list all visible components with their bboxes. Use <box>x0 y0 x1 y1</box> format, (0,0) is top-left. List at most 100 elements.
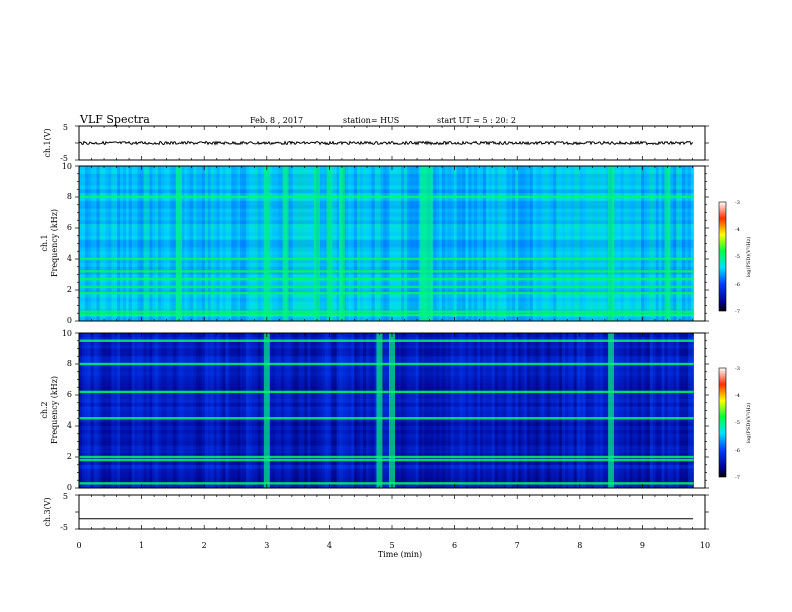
ch1-spectrogram-streak <box>506 166 510 321</box>
ch1-spectrogram-streak <box>219 166 223 321</box>
ch1-spectrogram-streak <box>392 166 396 321</box>
ch2-spectrogram-streak <box>172 333 176 488</box>
ch2-spectrogram-streak <box>327 333 332 488</box>
ch3-waveform-bg <box>79 495 705 529</box>
ch2-spectrogram-streak <box>310 333 314 488</box>
ch1-spectrogram-texture-band <box>79 224 694 229</box>
ch1-spectrogram-streak <box>556 166 560 321</box>
ch1-spectrogram-streak <box>81 166 86 321</box>
ch2-spectrogram-texture-band <box>79 437 694 442</box>
ch1-spectrogram-streak <box>491 166 495 321</box>
ch1-spectrogram-streak <box>105 166 109 321</box>
ch1-spectrogram-streak <box>588 166 592 321</box>
ch1-spectrogram-streak <box>204 166 209 321</box>
ch1-spectrogram-streak <box>292 166 296 321</box>
ch2-spectrogram-streak <box>567 333 572 488</box>
ch2-spectrogram-streak <box>667 333 671 488</box>
ch1-spectrogram-texture-band <box>79 208 694 213</box>
ch2-spectrogram-texture-band <box>79 340 694 345</box>
ch1-spectrogram-streak <box>433 166 437 321</box>
ch2-spectrogram-streak <box>295 333 299 488</box>
ch1-spectrogram-streak <box>547 166 551 321</box>
ch1-spectrogram-streak <box>222 166 226 321</box>
ch2-spectrogram-streak <box>562 333 566 488</box>
ch2-spectrogram-streak <box>339 333 343 488</box>
ch2-spectrogram-texture-band <box>79 445 694 450</box>
ch1-spectrogram-band <box>79 313 694 316</box>
ch1-spectrogram-streak <box>383 166 387 321</box>
ch2-spectrogram-streak <box>687 333 692 488</box>
ch2-spectrogram-streak <box>482 333 487 488</box>
ch2-spectrogram-streak <box>620 333 624 488</box>
ch2-spectrogram-streak <box>117 333 121 488</box>
ch1-spectrogram-streak <box>190 166 194 321</box>
ch1-spectrogram-streak <box>251 166 255 321</box>
ch1-spectrogram-texture-band <box>79 235 694 240</box>
ch2-spectrogram-streak <box>433 333 437 488</box>
ch2-spectrogram-streak <box>406 333 411 488</box>
ch2-spectrogram-streak <box>321 333 326 488</box>
ch1-spectrogram-streak <box>494 166 498 321</box>
ch2-spectrogram-streak <box>201 333 206 488</box>
ch1-spectrogram-streak <box>213 166 217 321</box>
ch2-spectrogram-streak <box>635 333 639 488</box>
ch2-spectrogram-streak <box>679 333 683 488</box>
ch2-spec-ytick-10: 10 <box>62 329 72 338</box>
ch1-spectrogram-streak <box>362 166 367 321</box>
ch2-spectrogram-streak <box>251 333 255 488</box>
ch2-spectrogram-streak <box>111 333 115 488</box>
ch2-spectrogram-texture-band <box>79 453 694 458</box>
ch1-spectrogram-streak <box>436 166 440 321</box>
ch1-spectrogram-streak <box>199 166 203 321</box>
header-station: station= HUS <box>343 116 399 125</box>
ch1-spectrogram-streak <box>149 166 153 321</box>
ch1-spectrogram-texture-band <box>79 197 694 201</box>
figure-title: VLF Spectra <box>79 113 150 126</box>
ch2-spectrogram-texture-band <box>79 336 694 341</box>
ch2-spectrogram-streak <box>102 333 106 488</box>
ch2-spectrogram-streak <box>421 333 425 488</box>
ch2-spectrogram-streak <box>228 333 232 488</box>
ch2-spectrogram-streak <box>588 333 592 488</box>
ch2-spectrogram-streak <box>237 333 241 488</box>
ch1-spectrogram-streak <box>128 166 132 321</box>
ch1-spectrogram-streak <box>272 166 276 321</box>
x-tick-label-8: 8 <box>577 541 582 550</box>
ch2-spectrogram-burst <box>608 333 615 488</box>
ch2-spectrogram-texture-band <box>79 484 694 489</box>
ch1-spectrogram-streak <box>412 166 416 321</box>
ch2-spectrogram-texture-band <box>79 468 694 473</box>
ch1-spectrogram-streak <box>515 166 519 321</box>
ch1-spectrogram-texture-band <box>79 185 694 190</box>
ch2-spectrogram-streak <box>623 333 627 488</box>
ch2-spectrogram-texture-band <box>79 472 694 477</box>
ch2-spectrogram-streak <box>275 333 279 488</box>
ch1-spectrogram-texture-band <box>79 166 694 170</box>
ch1-spectrogram-streak <box>523 166 528 321</box>
ch1-spectrogram-texture-band <box>79 173 694 178</box>
ch2-spectrogram-streak <box>219 333 223 488</box>
ch1-spectrogram-streak <box>365 166 370 321</box>
ch2-spectrogram-streak <box>158 333 162 488</box>
ch1-spec-ytick-6: 6 <box>67 223 72 232</box>
ch2-spectrogram-streak <box>521 333 525 488</box>
ch1-spectrogram-streak <box>231 166 235 321</box>
ch1-spectrogram-streak <box>441 166 446 321</box>
ch2-spectrogram-ylabel-frequency: Frequency (kHz) <box>50 376 59 444</box>
ch2-spectrogram-texture-band <box>79 429 694 434</box>
ch1-spectrogram-panel: 0 2 4 6 8 10 ch.1 Frequency (kHz) <box>40 162 706 325</box>
x-tick-label-5: 5 <box>389 541 394 550</box>
ch2-spectrogram-streak <box>398 333 402 488</box>
ch2-spectrogram-streak <box>134 333 138 488</box>
ch1-spectrogram-streak <box>166 166 171 321</box>
ch2-spectrogram-image <box>79 333 705 489</box>
ch1-spectrogram-streak <box>415 166 419 321</box>
ch2-spectrogram-streak <box>257 333 261 488</box>
ch1-spectrogram-streak <box>254 166 258 321</box>
ch1-spectrogram-streak <box>371 166 375 321</box>
ch1-spectrogram-streak <box>210 166 214 321</box>
ch2-spectrogram-streak <box>204 333 209 488</box>
ch2-spectrogram-streak <box>690 333 695 488</box>
ch1-spectrogram-streak <box>544 166 548 321</box>
